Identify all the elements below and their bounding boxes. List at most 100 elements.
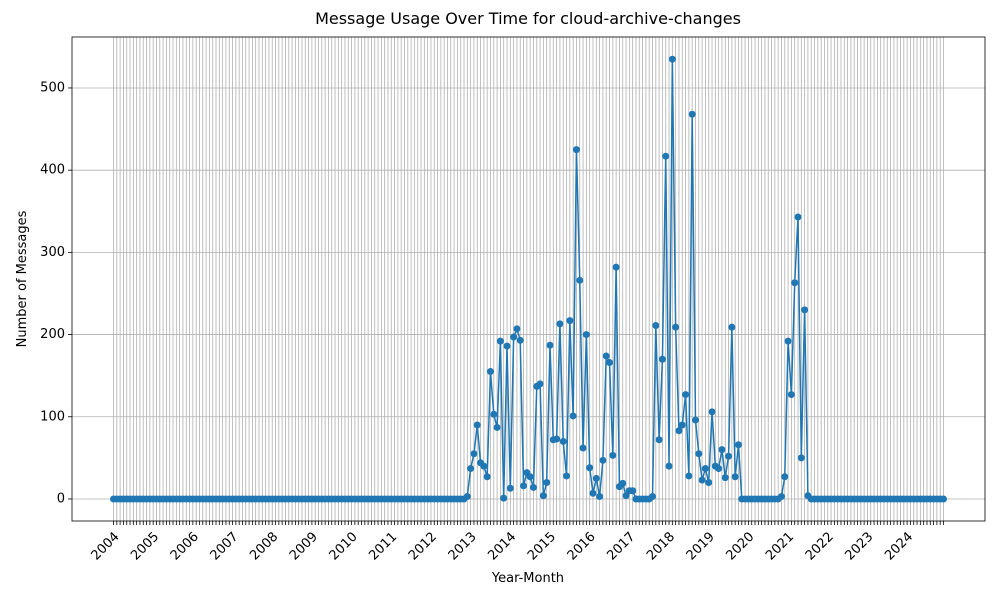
y-tick-label: 400: [40, 163, 65, 178]
x-tick-label: 2012: [406, 529, 440, 563]
x-tick-label: 2015: [525, 529, 559, 563]
data-point: [529, 483, 537, 491]
x-tick-label: 2007: [208, 529, 242, 563]
data-point: [797, 454, 805, 462]
data-point: [781, 473, 789, 481]
data-point: [728, 323, 736, 331]
x-tick-label: 2008: [247, 529, 281, 563]
data-point: [695, 450, 703, 458]
data-point: [629, 487, 637, 495]
x-tick-label: 2023: [842, 529, 876, 563]
data-point: [596, 493, 604, 501]
data-point: [526, 473, 534, 481]
data-point: [787, 391, 795, 399]
x-tick-label: 2017: [604, 529, 638, 563]
data-point: [546, 341, 554, 349]
data-point: [582, 331, 590, 339]
data-point: [569, 412, 577, 420]
data-point: [463, 493, 471, 501]
x-tick-label: 2009: [287, 529, 321, 563]
data-point: [473, 421, 481, 429]
data-point: [559, 437, 567, 445]
x-tick-label: 2021: [763, 529, 797, 563]
data-point: [668, 55, 676, 63]
x-axis-label: Year-Month: [491, 571, 564, 586]
data-point: [658, 355, 666, 363]
data-point: [612, 263, 620, 271]
y-tick-label: 200: [40, 327, 65, 342]
data-point: [467, 465, 475, 473]
y-tick-label: 0: [57, 491, 65, 506]
data-point: [539, 492, 547, 500]
data-point: [599, 456, 607, 464]
data-point: [672, 323, 680, 331]
data-point: [576, 276, 584, 284]
x-tick-label: 2006: [168, 529, 202, 563]
chart-title: Message Usage Over Time for cloud-archiv…: [315, 9, 741, 28]
x-tick-label: 2016: [565, 529, 599, 563]
data-point: [721, 474, 729, 482]
data-point: [725, 452, 733, 460]
data-point: [691, 416, 699, 424]
data-point: [572, 146, 580, 154]
data-point: [794, 213, 802, 221]
x-tick-label: 2024: [882, 529, 916, 563]
data-point: [553, 435, 561, 443]
x-tick-label: 2019: [684, 529, 718, 563]
data-point: [705, 479, 713, 487]
data-point: [506, 484, 514, 492]
data-point: [592, 474, 600, 482]
data-point: [678, 421, 686, 429]
data-point: [536, 380, 544, 388]
data-point: [543, 479, 551, 487]
data-point: [652, 322, 660, 330]
data-point: [586, 464, 594, 472]
data-point: [718, 446, 726, 454]
x-tick-label: 2005: [128, 529, 162, 563]
data-point: [791, 279, 799, 287]
data-point: [496, 337, 504, 345]
data-point: [698, 476, 706, 484]
data-point: [483, 473, 491, 481]
x-tick-label: 2020: [723, 529, 757, 563]
data-point: [665, 462, 673, 470]
data-point: [490, 410, 498, 418]
data-point: [715, 465, 723, 473]
data-point: [579, 444, 587, 452]
data-point: [708, 408, 716, 416]
data-point: [493, 423, 501, 431]
data-point: [688, 110, 696, 118]
data-point: [520, 482, 528, 490]
data-point: [649, 493, 657, 501]
data-point: [470, 450, 478, 458]
x-tick-label: 2014: [485, 529, 519, 563]
data-point: [701, 465, 709, 473]
data-point: [486, 368, 494, 376]
data-point: [500, 494, 508, 502]
data-point: [682, 391, 690, 399]
data-line: [113, 59, 944, 500]
data-point: [606, 359, 614, 367]
data-point: [510, 333, 518, 341]
x-tick-label: 2011: [366, 529, 400, 563]
data-point: [563, 472, 571, 480]
x-tick-label: 2010: [327, 529, 361, 563]
x-tick-label: 2013: [446, 529, 480, 563]
x-tick-label: 2004: [89, 529, 123, 563]
data-point: [480, 462, 488, 470]
x-tick-label: 2022: [803, 529, 837, 563]
data-point: [731, 473, 739, 481]
x-tick-label: 2018: [644, 529, 678, 563]
y-tick-label: 100: [40, 409, 65, 424]
data-point: [662, 152, 670, 160]
data-point: [622, 492, 630, 500]
data-point: [619, 479, 627, 487]
plot-frame: [71, 36, 986, 522]
y-tick-label: 500: [40, 80, 65, 95]
data-point: [685, 472, 693, 480]
data-point: [655, 436, 663, 444]
data-point: [566, 317, 574, 325]
data-point: [503, 342, 511, 350]
data-point: [675, 427, 683, 435]
